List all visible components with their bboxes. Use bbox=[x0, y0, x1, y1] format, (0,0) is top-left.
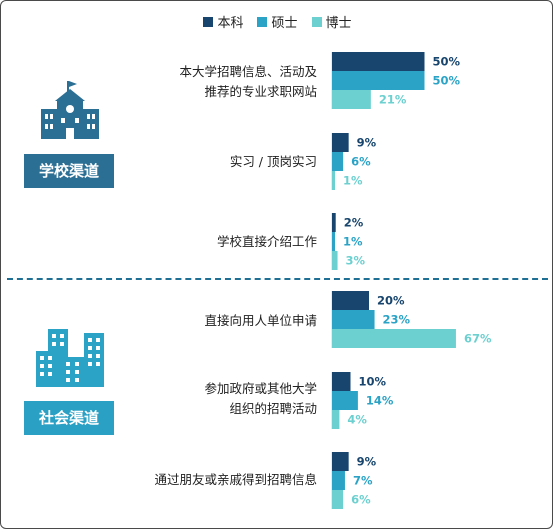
legend-label-benke: 本科 bbox=[217, 16, 244, 31]
bar-shuoshi bbox=[332, 71, 425, 90]
bar-value-label: 1% bbox=[343, 174, 363, 188]
category-label: 通过朋友或亲戚得到招聘信息 bbox=[154, 470, 317, 490]
legend: 本科 硕士 博士 bbox=[1, 12, 552, 31]
bar-benke bbox=[332, 213, 336, 232]
legend-label-shuoshi: 硕士 bbox=[271, 16, 298, 31]
bar-boshi bbox=[332, 251, 338, 270]
bar-shuoshi bbox=[332, 310, 375, 329]
bar-shuoshi bbox=[332, 471, 345, 490]
legend-label-boshi: 博士 bbox=[325, 16, 352, 31]
bar-benke bbox=[332, 133, 349, 152]
bar-boshi bbox=[332, 329, 456, 348]
legend-swatch-boshi bbox=[311, 16, 322, 27]
category-label-line: 学校直接介绍工作 bbox=[216, 234, 317, 249]
category-label-line: 组织的招聘活动 bbox=[229, 401, 317, 416]
bar-value-label: 6% bbox=[351, 155, 371, 169]
category-label-line: 直接向用人单位申请 bbox=[204, 313, 317, 328]
category-label: 参加政府或其他大学 组织的招聘活动 bbox=[204, 379, 317, 419]
bar-value-label: 23% bbox=[383, 313, 411, 327]
city-buildings-icon bbox=[36, 329, 104, 387]
bar-benke bbox=[332, 452, 349, 471]
category-label: 学校直接介绍工作 bbox=[217, 232, 317, 252]
bar-shuoshi bbox=[332, 391, 358, 410]
category-label-line: 本大学招聘信息、活动及 bbox=[179, 64, 317, 79]
bar-shuoshi bbox=[332, 152, 344, 171]
legend-item-benke: 本科 bbox=[203, 12, 243, 31]
bar-value-label: 21% bbox=[379, 93, 407, 107]
legend-item-shuoshi: 硕士 bbox=[257, 12, 298, 31]
bar-boshi bbox=[332, 410, 340, 429]
legend-item-boshi: 博士 bbox=[311, 12, 352, 31]
category-label-line: 实习 / 顶岗实习 bbox=[229, 154, 317, 169]
bar-value-label: 50% bbox=[433, 55, 461, 69]
category-label: 直接向用人单位申请 bbox=[204, 311, 317, 331]
social-channel-badge: 社会渠道 bbox=[24, 401, 114, 435]
bar-value-label: 4% bbox=[347, 413, 367, 427]
bar-benke bbox=[332, 372, 351, 391]
category-label: 本大学招聘信息、活动及 推荐的专业求职网站 bbox=[179, 62, 317, 102]
bar-value-label: 6% bbox=[351, 493, 371, 507]
school-building-icon bbox=[41, 81, 99, 139]
category-label: 实习 / 顶岗实习 bbox=[230, 152, 317, 172]
category-label-line: 通过朋友或亲戚得到招聘信息 bbox=[154, 472, 317, 487]
bar-value-label: 9% bbox=[357, 136, 377, 150]
legend-swatch-shuoshi bbox=[257, 16, 268, 27]
bar-value-label: 3% bbox=[346, 254, 366, 268]
category-label-line: 参加政府或其他大学 bbox=[204, 381, 317, 396]
bar-shuoshi bbox=[332, 232, 335, 251]
bar-value-label: 1% bbox=[343, 235, 363, 249]
bar-value-label: 2% bbox=[344, 216, 364, 230]
bar-value-label: 67% bbox=[464, 332, 492, 346]
category-label-line: 推荐的专业求职网站 bbox=[204, 84, 317, 99]
bar-benke bbox=[332, 291, 369, 310]
bar-benke bbox=[332, 52, 425, 71]
bar-boshi bbox=[332, 90, 371, 109]
bar-value-label: 10% bbox=[359, 375, 387, 389]
bar-value-label: 20% bbox=[377, 294, 405, 308]
group-divider bbox=[7, 278, 548, 280]
legend-swatch-benke bbox=[203, 16, 214, 27]
bar-value-label: 50% bbox=[433, 74, 461, 88]
bar-value-label: 9% bbox=[357, 455, 377, 469]
bar-boshi bbox=[332, 171, 335, 190]
bar-value-label: 7% bbox=[353, 474, 373, 488]
school-channel-badge: 学校渠道 bbox=[24, 154, 114, 188]
bar-value-label: 14% bbox=[366, 394, 394, 408]
bar-boshi bbox=[332, 490, 344, 509]
